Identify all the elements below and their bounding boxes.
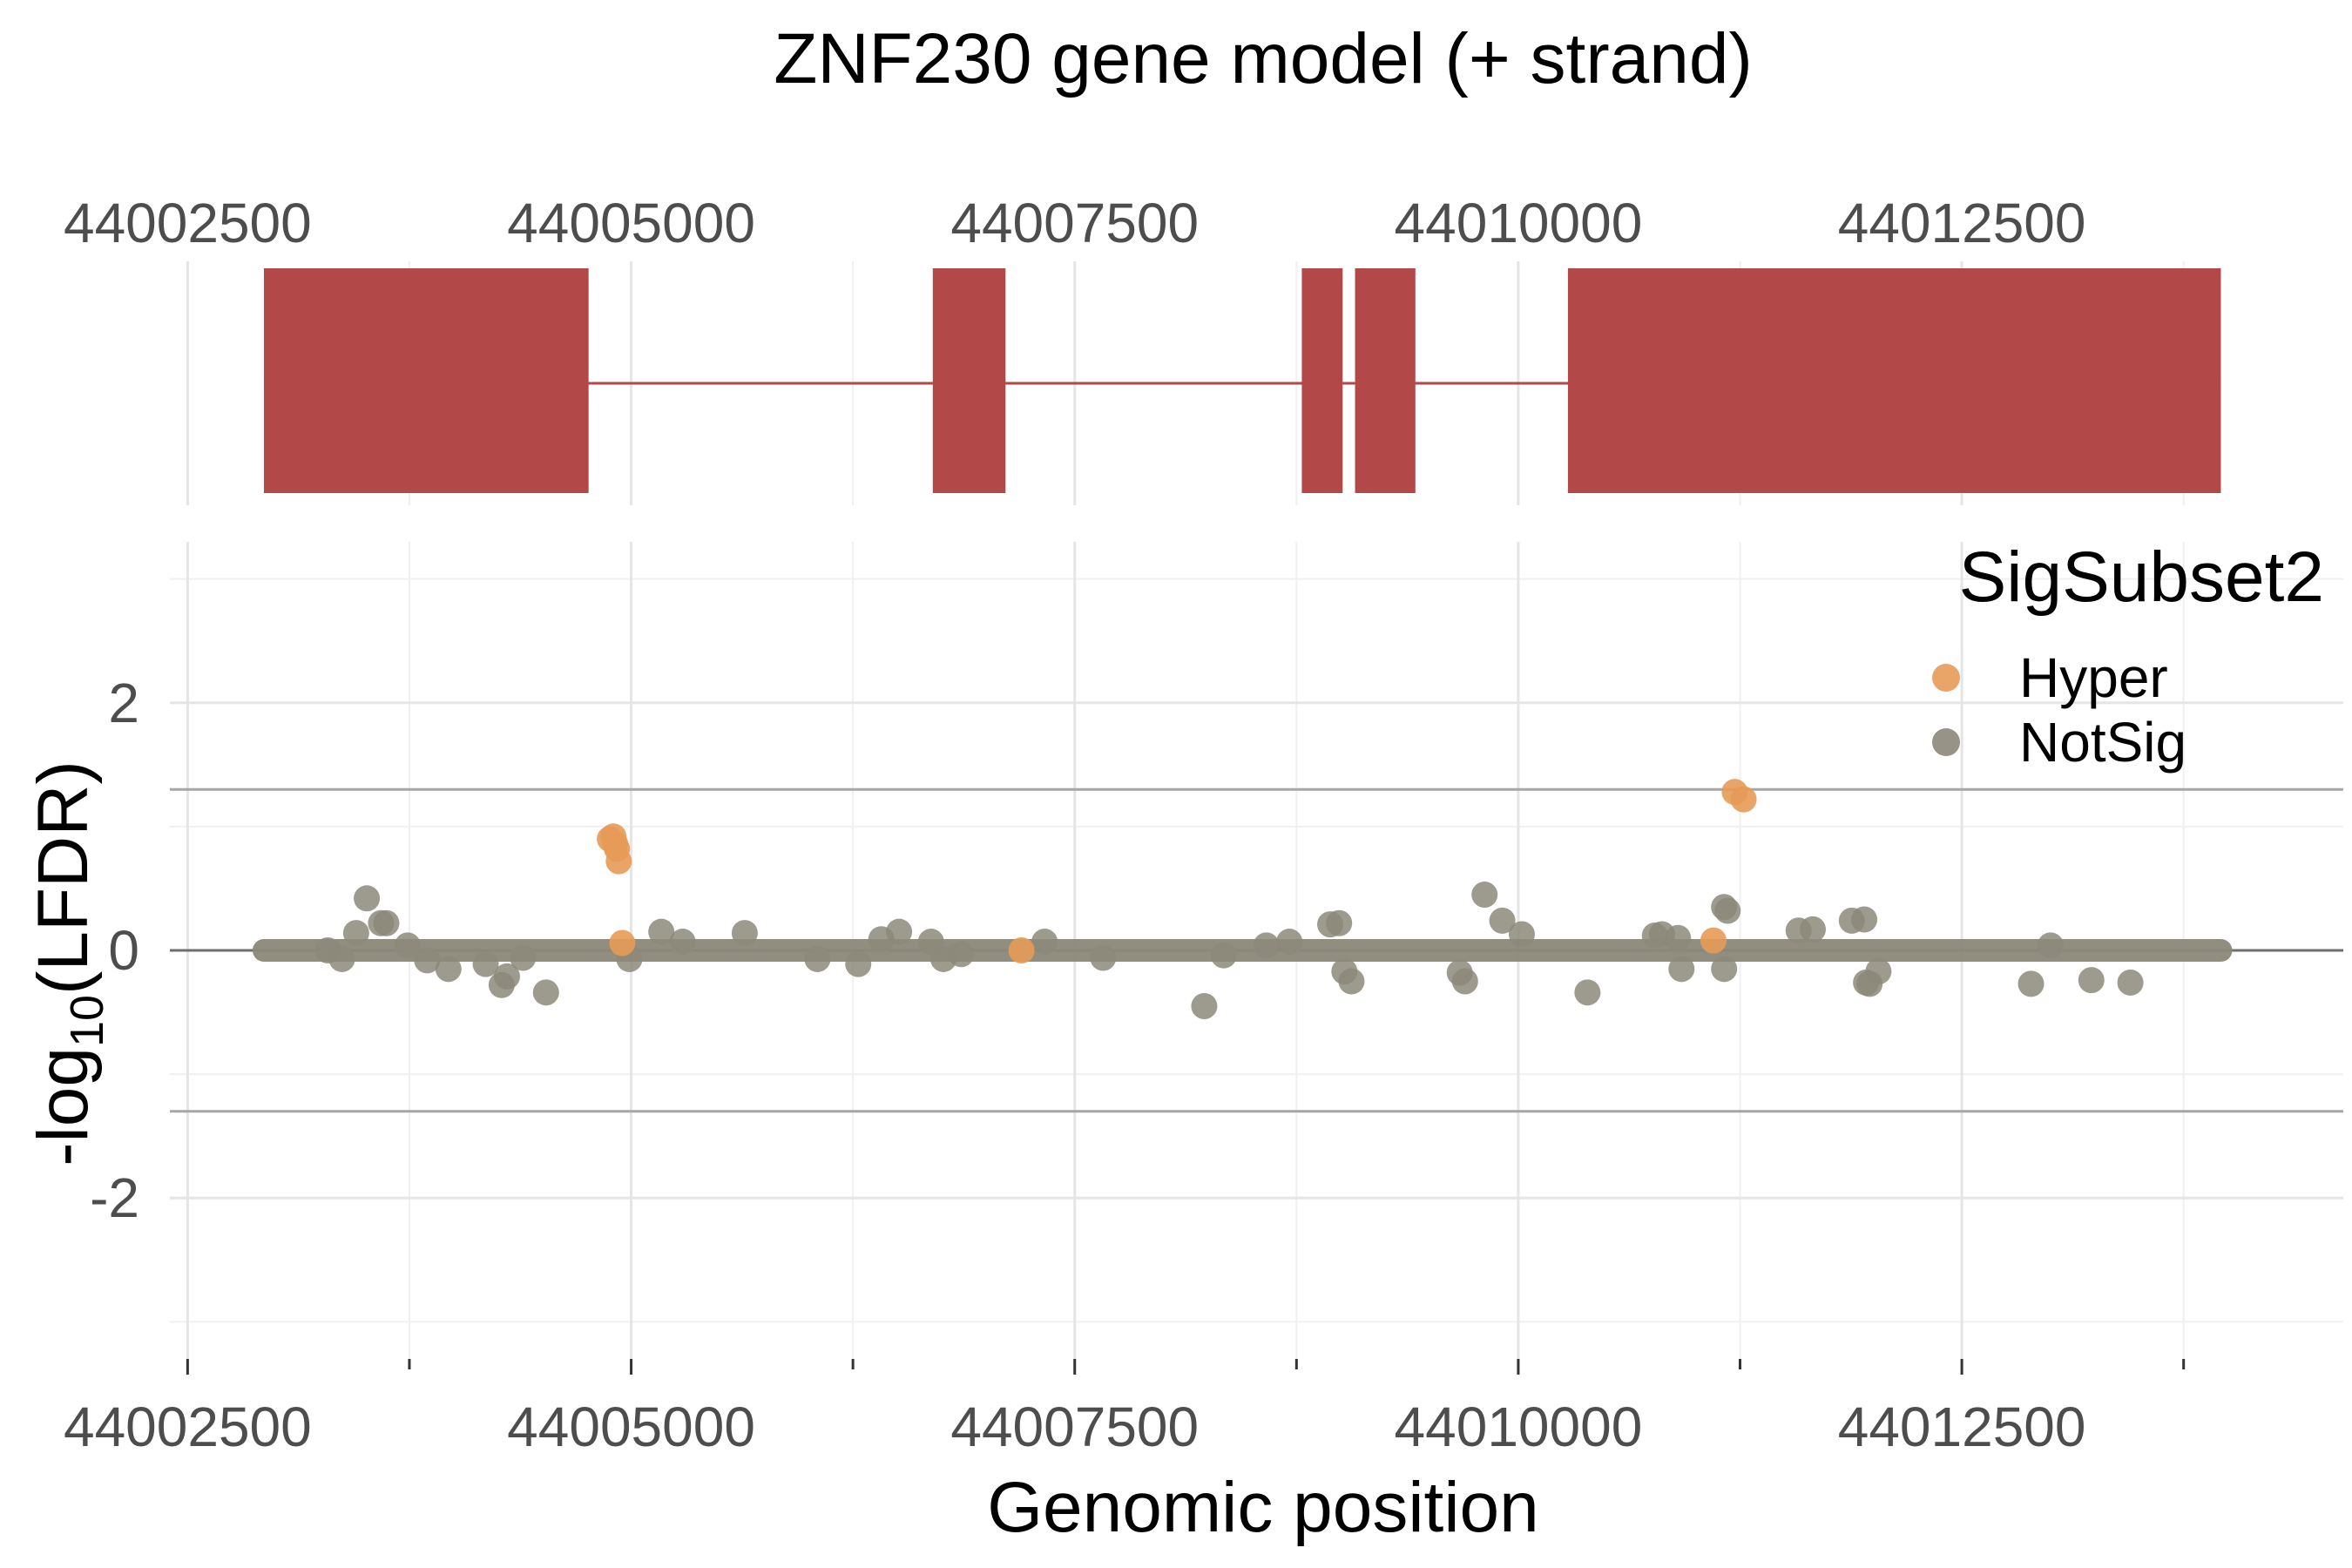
legend-key-hyper [1932, 664, 1960, 692]
gene-model-x-ticks: 44002500 44005000 44007500 44010000 44012500 [64, 192, 2085, 254]
exon-block [1355, 268, 1416, 493]
gene-model-shapes [263, 268, 2221, 493]
data-point-hyper [1700, 927, 1727, 954]
gene-model-x-tick-label: 44005000 [507, 192, 755, 254]
data-point-notsig [2037, 932, 2064, 959]
gene-model-x-tick-label: 44010000 [1395, 192, 1643, 254]
data-point-notsig [1090, 944, 1117, 971]
data-point-notsig [1574, 979, 1601, 1006]
data-point-notsig [2117, 969, 2144, 996]
data-point-hyper [605, 848, 632, 875]
x-tick-label: 44012500 [1838, 1396, 2086, 1458]
data-point-notsig [1031, 929, 1058, 956]
data-point-notsig [1210, 942, 1237, 969]
data-point-notsig [1253, 932, 1280, 959]
data-point-notsig [1851, 906, 1878, 933]
data-point-notsig [648, 918, 675, 945]
data-point-notsig [948, 941, 975, 968]
legend-label-notsig: NotSig [2019, 711, 2186, 774]
scatter-y-ticks: 2 0 -2 [90, 672, 139, 1229]
data-point-notsig [394, 932, 421, 959]
exon-block [1567, 268, 2221, 493]
legend-title: SigSubset2 [1959, 537, 2324, 617]
gene-model-x-tick-label: 44002500 [64, 192, 312, 254]
y-axis-title: -log10(LFDR) [24, 760, 113, 1166]
y-axis-title-suffix: (LFDR) [24, 760, 103, 995]
data-point-notsig [804, 945, 831, 972]
data-point-notsig [1665, 924, 1692, 951]
scatter-x-ticks: 44002500 44005000 44007500 44010000 44012500 [64, 1359, 2186, 1458]
y-tick-label: -2 [90, 1166, 139, 1229]
data-point-notsig [845, 950, 872, 977]
data-point-notsig [493, 963, 520, 990]
data-point-notsig [1471, 882, 1498, 909]
gene-model-x-tick-label: 44007500 [950, 192, 1199, 254]
y-tick-label: 2 [108, 672, 139, 734]
legend-label-hyper: Hyper [2019, 646, 2168, 709]
data-point-notsig [342, 920, 369, 947]
exon-block [263, 268, 589, 493]
data-point-notsig [373, 909, 400, 936]
data-point-notsig [510, 944, 537, 971]
data-point-notsig [1451, 968, 1478, 995]
data-point-notsig [1668, 956, 1695, 983]
y-axis-title-prefix: -log [24, 1047, 103, 1166]
data-point-notsig [1191, 992, 1218, 1019]
scatter-points [314, 779, 2144, 1019]
data-point-notsig [1276, 929, 1303, 956]
data-point-notsig [1508, 921, 1535, 948]
x-tick-label: 44002500 [64, 1396, 312, 1458]
data-point-notsig [1711, 956, 1738, 983]
data-point-notsig [328, 945, 355, 972]
data-point-notsig [886, 918, 913, 945]
data-point-notsig [532, 979, 559, 1006]
exon-block [932, 268, 1006, 493]
x-tick-label: 44010000 [1395, 1396, 1643, 1458]
data-point-notsig [2078, 967, 2105, 994]
data-point-notsig [1714, 897, 1741, 924]
y-tick-label: 0 [108, 919, 139, 982]
data-point-hyper [1008, 937, 1035, 963]
x-tick-label: 44005000 [507, 1396, 755, 1458]
gene-model-x-tick-label: 44012500 [1838, 192, 2086, 254]
data-point-notsig [1865, 958, 1892, 985]
x-tick-label: 44007500 [950, 1396, 1199, 1458]
data-point-notsig [1326, 909, 1353, 936]
data-point-notsig [2017, 970, 2044, 997]
data-point-hyper [609, 929, 636, 956]
data-point-notsig [1489, 907, 1516, 934]
y-axis-title-subscript: 10 [61, 995, 113, 1047]
legend-key-notsig [1932, 728, 1960, 756]
data-point-notsig [472, 950, 499, 977]
exon-block [1301, 268, 1343, 493]
chart-title: ZNF230 gene model (+ strand) [774, 19, 1753, 98]
data-point-notsig [1800, 916, 1827, 943]
data-point-notsig [669, 929, 696, 956]
data-point-notsig [435, 956, 462, 983]
data-point-notsig [731, 920, 758, 947]
data-point-notsig [1338, 968, 1365, 995]
data-point-notsig [354, 885, 381, 912]
data-point-notsig [414, 947, 441, 974]
x-axis-title: Genomic position [987, 1468, 1539, 1547]
data-point-hyper [1730, 786, 1757, 813]
